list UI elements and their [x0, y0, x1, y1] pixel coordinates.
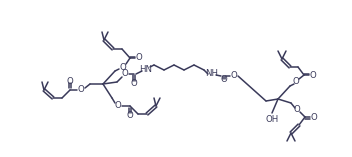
Text: O: O [115, 101, 121, 111]
Text: O: O [310, 70, 316, 79]
Text: O: O [294, 106, 300, 114]
Text: O: O [231, 71, 237, 81]
Text: O: O [221, 76, 227, 84]
Text: O: O [310, 113, 318, 122]
Text: HN: HN [139, 65, 152, 75]
Text: O: O [122, 70, 128, 78]
Text: O: O [127, 111, 133, 119]
Text: O: O [67, 76, 73, 86]
Text: O: O [293, 78, 299, 87]
Text: O: O [120, 62, 126, 71]
Text: OH: OH [265, 116, 279, 125]
Text: O: O [78, 86, 84, 95]
Text: O: O [136, 54, 142, 62]
Text: O: O [131, 79, 137, 89]
Text: NH: NH [206, 70, 219, 78]
